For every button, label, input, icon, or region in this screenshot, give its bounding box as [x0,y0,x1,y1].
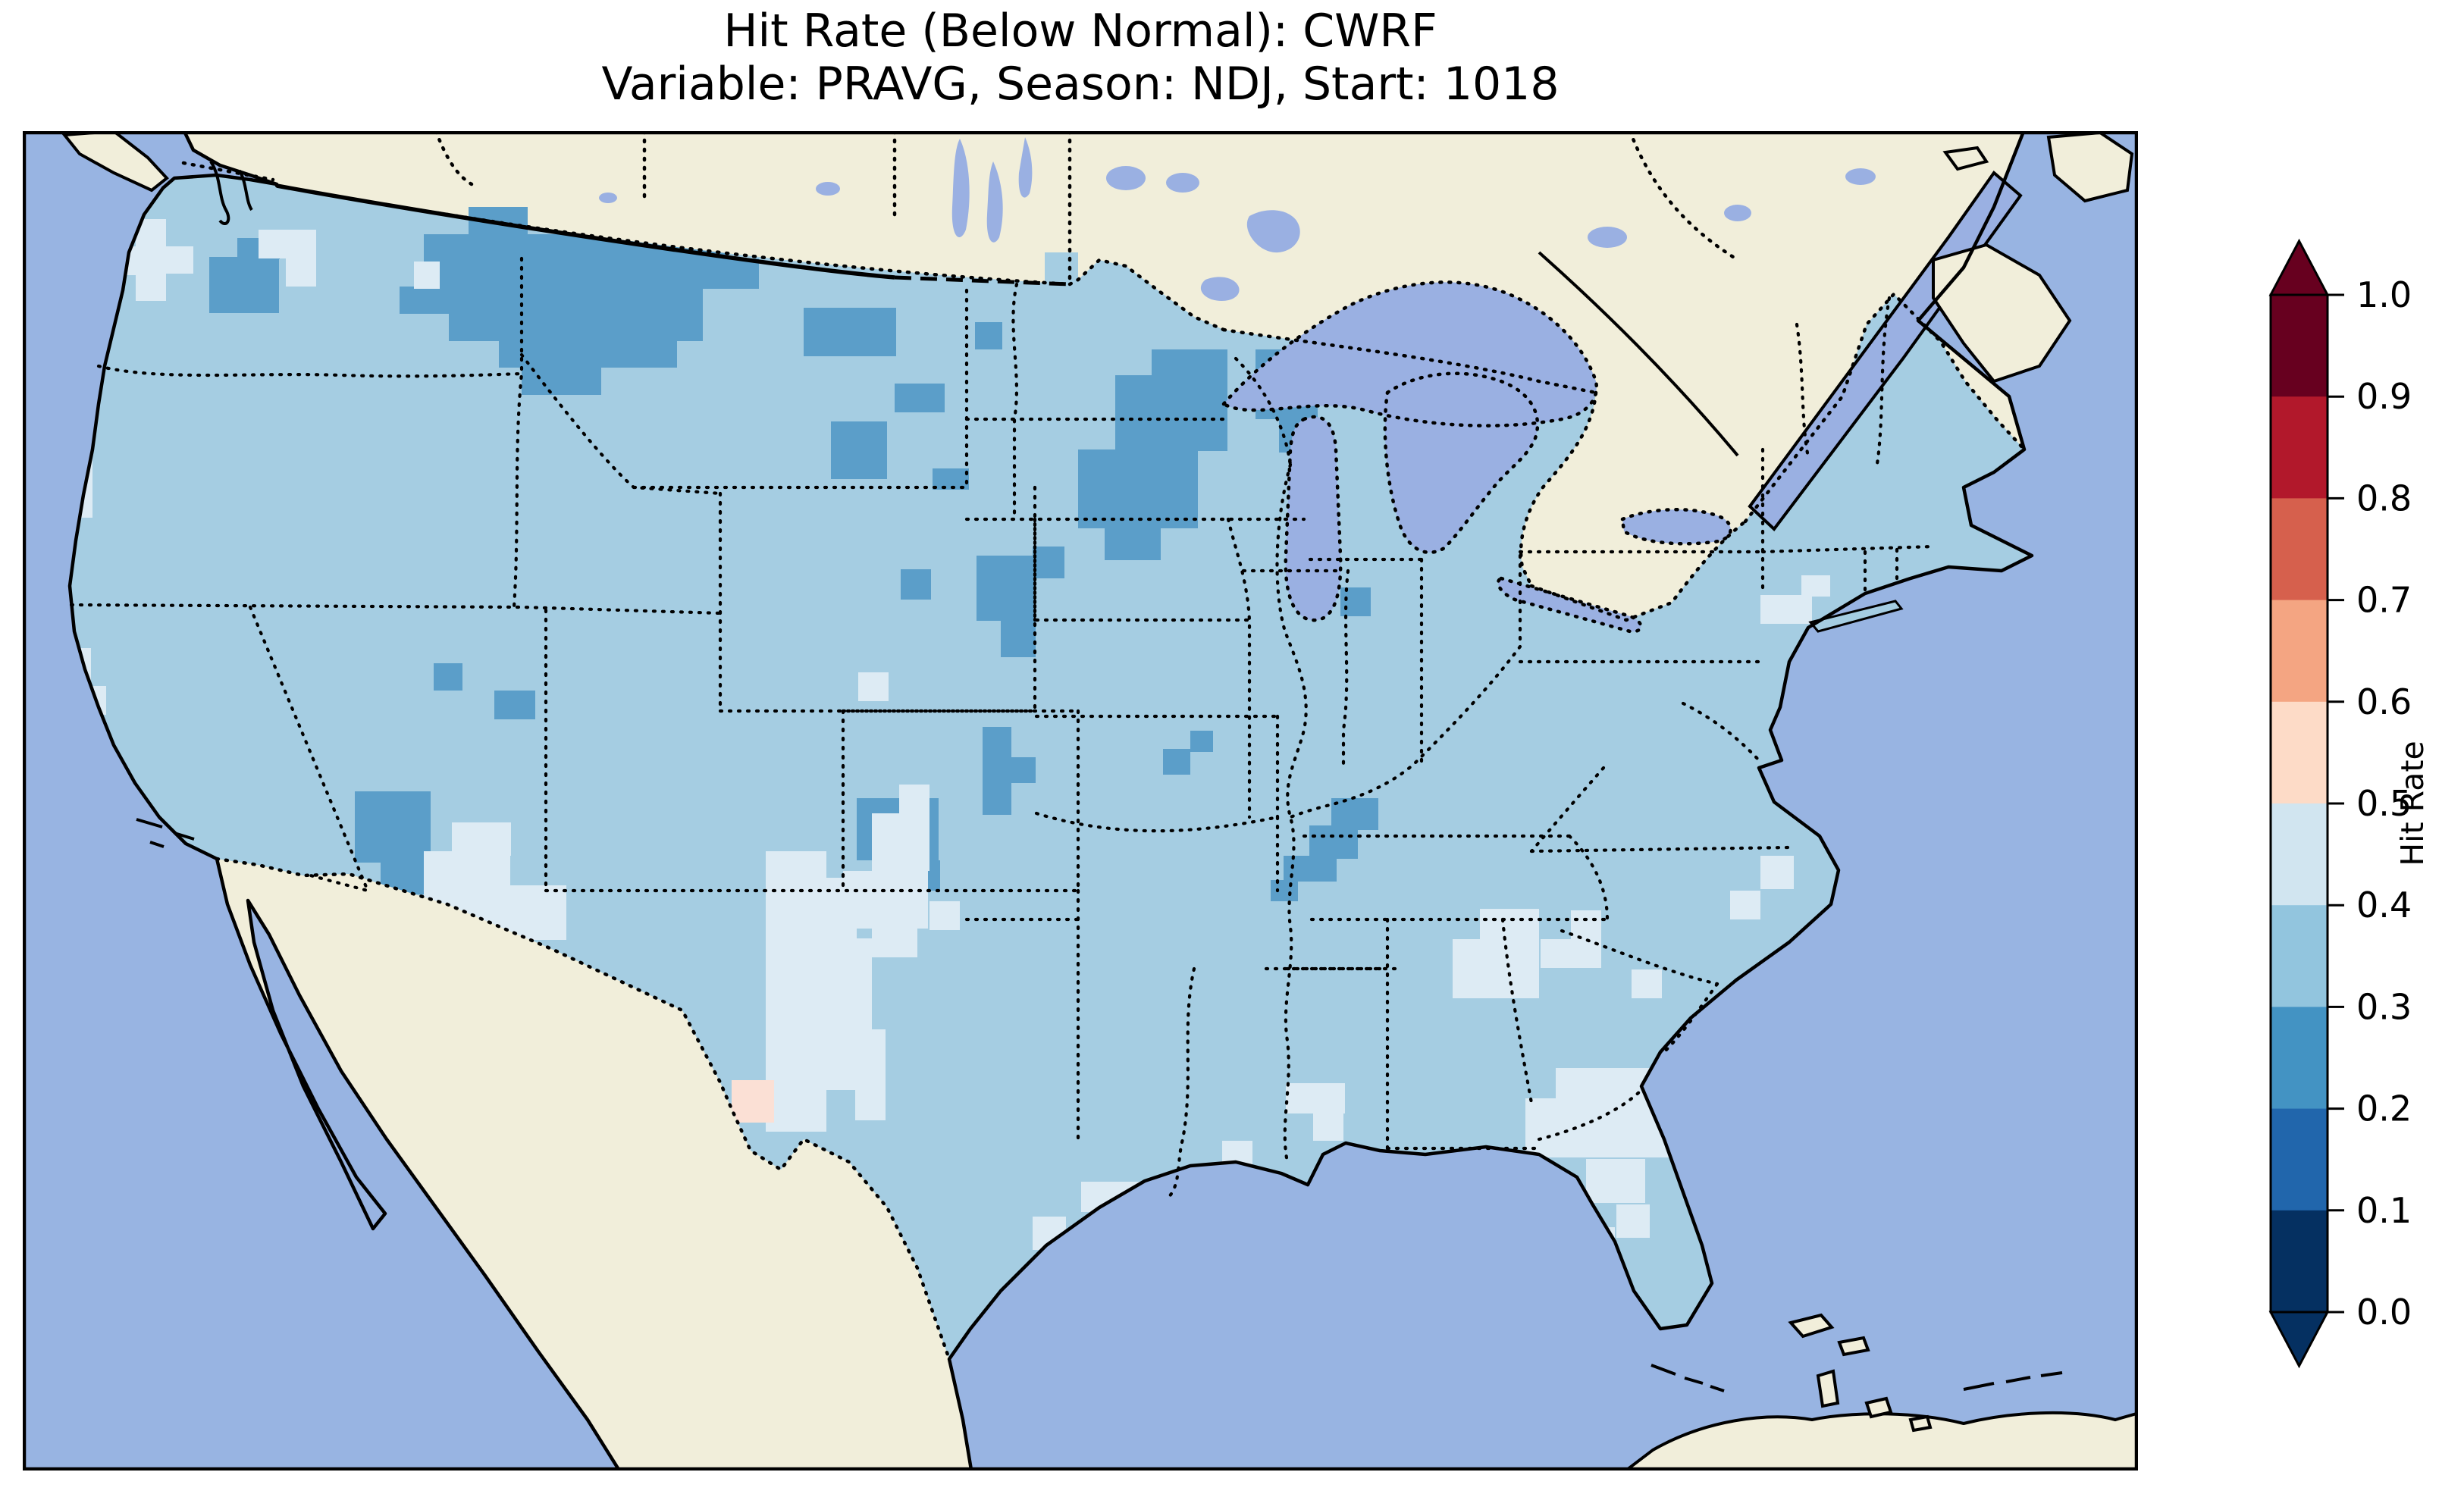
colorbar-tick-label: 0.7 [2356,580,2412,621]
patch-group-0.5-0.6 [732,1080,774,1123]
bahamas [1867,1398,1891,1417]
colorbar-tick-label: 0.8 [2356,478,2412,518]
hit-rate-cell [1286,1083,1345,1113]
hit-rate-cell [1331,798,1378,830]
hit-rate-cell [1586,1159,1645,1203]
hit-rate-cell [975,322,1002,349]
hit-rate-cell [499,339,677,368]
colorbar-extend-min-arrow [2271,1312,2328,1366]
colorbar-segments [2271,295,2328,1313]
hit-rate-cell [286,258,316,287]
hit-rate-cell [400,287,451,314]
conus-hit-rate-map [23,131,2138,1471]
hit-rate-cell [165,246,193,274]
hit-rate-cell [831,421,887,479]
hit-rate-cell [494,691,535,719]
hit-rate-cell [1730,891,1760,919]
hit-rate-cell [901,569,931,600]
hit-rate-cell [872,912,917,957]
title-line-1: Hit Rate (Below Normal): CWRF [0,5,2161,58]
colorbar-tick-label: 0.9 [2356,376,2412,417]
hit-rate-cell [826,938,872,1029]
hit-rate-cell [1105,527,1161,560]
hit-rate-cell [1313,1113,1343,1141]
hit-rate-cell [1760,595,1812,624]
hit-rate-cell [1115,375,1227,451]
colorbar-bin [2271,1007,2328,1109]
hit-rate-cell [1541,939,1571,968]
hit-rate-cell [1001,619,1036,657]
hit-rate-cell [1163,749,1190,775]
colorbar-bin [2271,1109,2328,1211]
colorbar-tick-label: 0.2 [2356,1088,2412,1129]
bahamas [1818,1371,1838,1406]
hit-rate-cell [1453,939,1481,998]
hit-rate-cell [1078,449,1198,528]
colorbar-tick-label: 0.6 [2356,681,2412,722]
colorbar-bin [2271,600,2328,703]
colorbar-tick-label: 0.4 [2356,885,2412,926]
hit-rate-cell [209,257,279,313]
hit-rate-cell [858,672,889,701]
hit-rate-cell [1190,731,1213,752]
colorbar-tick-label: 0.0 [2356,1292,2412,1333]
hit-rate-cell [855,1090,886,1120]
colorbar-tick-label: 1.0 [2356,274,2412,315]
colorbar-bin [2271,803,2328,906]
hit-rate-cell [136,219,166,301]
hit-rate-cell [452,822,511,856]
hit-rate-cell [825,1029,886,1090]
colorbar-tick-label: 0.3 [2356,986,2412,1027]
hit-rate-cell [510,885,566,940]
colorbar-axis-label: Hit Rate [2394,741,2431,866]
hit-rate-cell [709,258,759,289]
hit-rate-cell [1033,547,1064,578]
hit-rate-cell [895,384,945,412]
hit-rate-cell [804,308,896,356]
hit-rate-cell [449,287,703,341]
colorbar-tick-label: 0.1 [2356,1190,2412,1231]
colorbar-bin [2271,905,2328,1007]
hit-rate-cell [1480,909,1539,998]
hit-rate-cell [929,901,960,930]
hit-rate-cell [977,556,1036,621]
hit-rate-cell [732,1080,774,1123]
hit-rate-cell [1801,575,1830,597]
hit-rate-cell [434,663,462,691]
bahamas [1839,1338,1868,1355]
hit-rate-cell [1525,1098,1559,1157]
hit-rate-cell [355,791,431,863]
colorbar-bin [2271,1211,2328,1313]
hit-rate-cell [1010,757,1036,783]
colorbar-bin [2271,396,2328,499]
hit-rate-cell [1760,856,1794,889]
colorbar-bin [2271,295,2328,397]
colorbar-bin [2271,498,2328,600]
hit-rate-cell [1271,880,1298,901]
bahamas [1911,1417,1930,1430]
hit-rate-cell [983,727,1011,815]
figure-title: Hit Rate (Below Normal): CWRF Variable: … [0,5,2161,111]
colorbar-extend-max-arrow [2271,241,2328,295]
hit-rate-cell [899,785,929,815]
hit-rate-cell [1632,969,1662,998]
title-line-2: Variable: PRAVG, Season: NDJ, Start: 101… [0,58,2161,111]
hit-rate-cell [872,813,929,871]
figure-canvas: Hit Rate (Below Normal): CWRF Variable: … [0,0,2464,1494]
colorbar: 1.00.90.80.70.60.50.40.30.20.10.0 Hit Ra… [2229,212,2464,1395]
hit-rate-cell [1616,1204,1650,1238]
hit-rate-cell [1309,825,1358,859]
hit-rate-cell [259,230,316,258]
colorbar-bin [2271,702,2328,804]
hit-rate-cell [1340,587,1371,616]
hit-rate-cell [414,262,440,289]
